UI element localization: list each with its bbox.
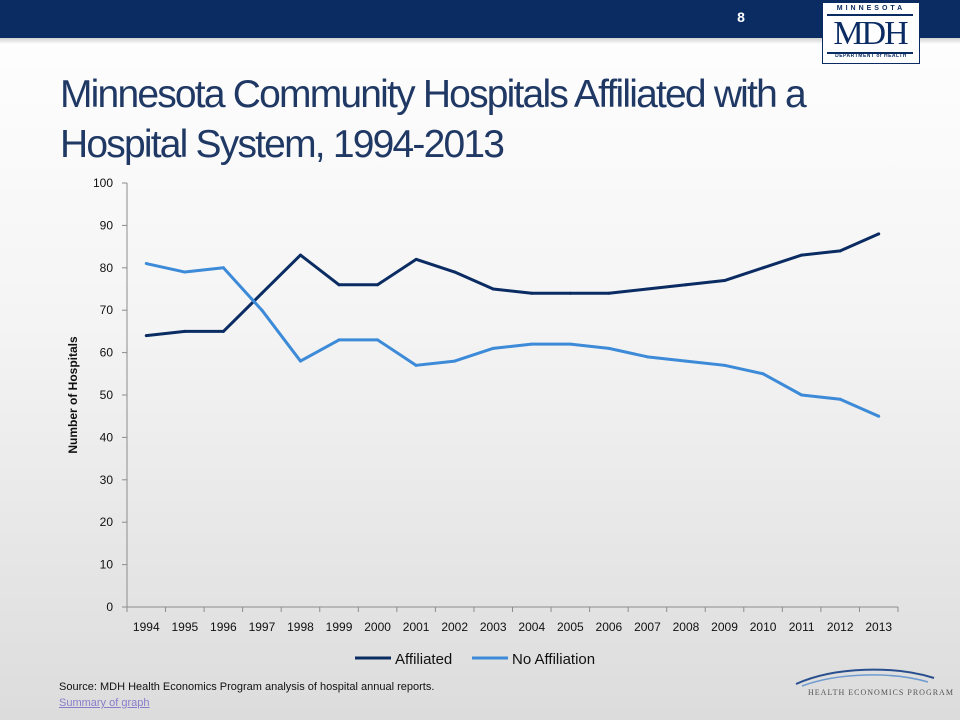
y-tick-label: 90: [100, 218, 114, 232]
x-tick-label: 2003: [480, 620, 507, 634]
slide-number: 8: [737, 9, 745, 25]
y-tick-label: 0: [106, 600, 113, 614]
data-point-no-affiliation: [298, 359, 302, 363]
mdh-logo-top-text: MINNESOTA: [836, 5, 906, 12]
data-point-no-affiliation: [183, 270, 187, 274]
data-point-no-affiliation: [144, 262, 148, 266]
x-tick-label: 2006: [596, 620, 623, 634]
header-shadow: [0, 38, 960, 44]
data-point-affiliated: [838, 249, 842, 253]
legend-label: No Affiliation: [512, 651, 595, 668]
data-point-no-affiliation: [337, 338, 341, 342]
y-tick-label: 20: [100, 515, 114, 529]
data-point-no-affiliation: [723, 363, 727, 367]
x-tick-label: 2001: [403, 620, 430, 634]
data-point-no-affiliation: [800, 393, 804, 397]
data-point-affiliated: [298, 253, 302, 257]
data-point-affiliated: [453, 270, 457, 274]
x-tick-label: 2004: [518, 620, 545, 634]
summary-of-graph-link[interactable]: Summary of graph: [59, 697, 150, 709]
data-point-no-affiliation: [645, 355, 649, 359]
y-tick-label: 40: [100, 430, 114, 444]
data-point-no-affiliation: [260, 308, 264, 312]
data-point-affiliated: [221, 329, 225, 333]
data-point-affiliated: [530, 291, 534, 295]
health-economics-program-logo: HEALTH ECONOMICS PROGRAM: [776, 664, 953, 704]
data-point-affiliated: [376, 283, 380, 287]
data-point-affiliated: [414, 257, 418, 261]
mdh-logo-main-text: MDH: [827, 14, 913, 54]
mdh-logo-bottom-text: DEPARTMENT of HEALTH: [835, 53, 907, 59]
data-point-affiliated: [723, 279, 727, 283]
x-tick-label: 2009: [711, 620, 738, 634]
y-tick-label: 30: [100, 473, 114, 487]
hep-swoosh-icon: [795, 668, 935, 687]
data-point-affiliated: [800, 253, 804, 257]
data-point-affiliated: [568, 291, 572, 295]
data-point-affiliated: [491, 287, 495, 291]
legend-label: Affiliated: [395, 651, 452, 668]
x-tick-label: 2007: [634, 620, 661, 634]
x-tick-label: 1997: [249, 620, 276, 634]
x-tick-label: 2008: [673, 620, 700, 634]
data-point-no-affiliation: [414, 363, 418, 367]
x-tick-label: 1999: [326, 620, 353, 634]
data-point-no-affiliation: [376, 338, 380, 342]
data-point-no-affiliation: [568, 342, 572, 346]
data-point-no-affiliation: [684, 359, 688, 363]
data-point-no-affiliation: [877, 414, 881, 418]
y-tick-label: 10: [100, 558, 114, 572]
y-axis-title: Number of Hospitals: [66, 336, 80, 454]
hep-logo-text: HEALTH ECONOMICS PROGRAM: [808, 688, 954, 697]
data-point-no-affiliation: [453, 359, 457, 363]
slide-title: Minnesota Community Hospitals Affiliated…: [60, 73, 807, 166]
data-point-affiliated: [877, 232, 881, 236]
data-point-no-affiliation: [491, 346, 495, 350]
x-tick-label: 2010: [750, 620, 777, 634]
x-tick-label: 2013: [865, 620, 892, 634]
y-tick-label: 100: [93, 176, 113, 190]
x-tick-label: 2011: [789, 620, 815, 634]
data-point-no-affiliation: [761, 372, 765, 376]
y-tick-label: 80: [100, 261, 114, 275]
data-point-no-affiliation: [221, 266, 225, 270]
data-point-affiliated: [144, 334, 148, 338]
x-tick-label: 2012: [827, 620, 854, 634]
data-point-affiliated: [183, 329, 187, 333]
data-point-affiliated: [645, 287, 649, 291]
mdh-logo: MINNESOTA MDH DEPARTMENT of HEALTH: [822, 2, 920, 64]
data-point-affiliated: [607, 291, 611, 295]
data-point-affiliated: [684, 283, 688, 287]
y-tick-label: 70: [100, 303, 114, 317]
x-tick-label: 1998: [287, 620, 314, 634]
data-point-no-affiliation: [607, 346, 611, 350]
series-line-affiliated: [146, 232, 880, 338]
x-tick-label: 2005: [557, 620, 584, 634]
header-bar: [0, 0, 960, 38]
data-point-affiliated: [761, 266, 765, 270]
x-tick-label: 2002: [441, 620, 468, 634]
x-tick-label: 1994: [133, 620, 160, 634]
data-point-no-affiliation: [838, 397, 842, 401]
x-tick-label: 2000: [364, 620, 391, 634]
data-point-no-affiliation: [530, 342, 534, 346]
y-tick-label: 60: [100, 346, 114, 360]
data-point-affiliated: [260, 291, 264, 295]
series-line-no-affiliation: [145, 262, 880, 418]
x-tick-label: 1996: [210, 620, 237, 634]
y-tick-label: 50: [100, 388, 114, 402]
x-tick-label: 1995: [171, 620, 198, 634]
source-note: Source: MDH Health Economics Program ana…: [59, 681, 435, 693]
data-point-affiliated: [337, 283, 341, 287]
